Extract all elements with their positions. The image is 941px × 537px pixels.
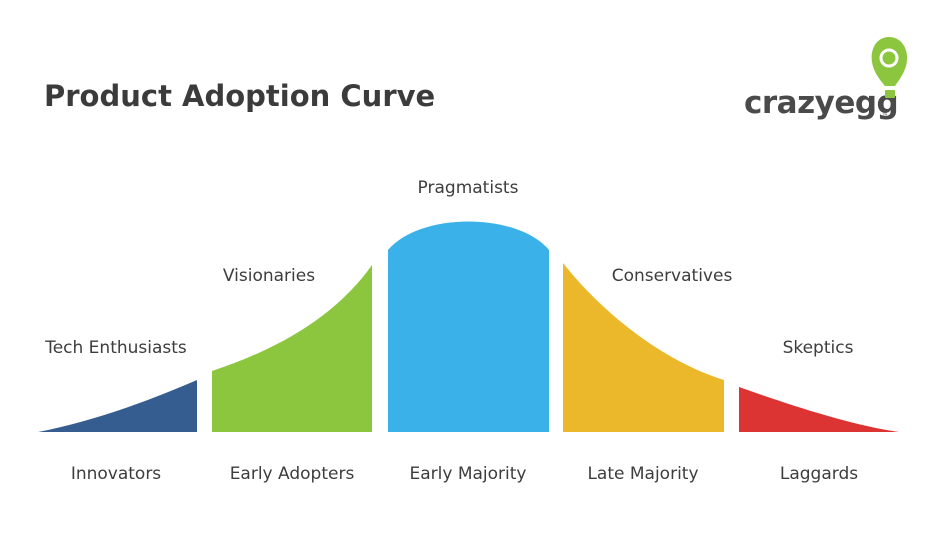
group-label: Late Majority	[587, 464, 698, 484]
persona-label: Conservatives	[612, 266, 733, 286]
group-label: Early Majority	[410, 464, 527, 484]
group-label: Early Adopters	[230, 464, 355, 484]
persona-label: Visionaries	[223, 266, 315, 286]
logo-c	[879, 48, 899, 68]
group-label: Innovators	[71, 464, 161, 484]
segment-shape	[739, 387, 899, 432]
persona-label: Pragmatists	[418, 178, 519, 198]
logo-trademark: ™	[882, 113, 888, 120]
group-label: Laggards	[780, 464, 858, 484]
segment-shape	[212, 265, 372, 432]
segment-shape	[388, 221, 549, 432]
logo: crazyegg ™	[744, 37, 908, 121]
persona-label: Skeptics	[783, 338, 854, 358]
persona-label: Tech Enthusiasts	[44, 338, 187, 358]
logo-basket	[885, 90, 895, 98]
segment-shape	[563, 263, 724, 432]
logo-balloon	[871, 37, 908, 86]
curve	[38, 221, 899, 432]
title: Product Adoption Curve	[44, 79, 435, 113]
segment-shape	[38, 380, 197, 432]
logo-text: crazyegg	[744, 85, 898, 121]
